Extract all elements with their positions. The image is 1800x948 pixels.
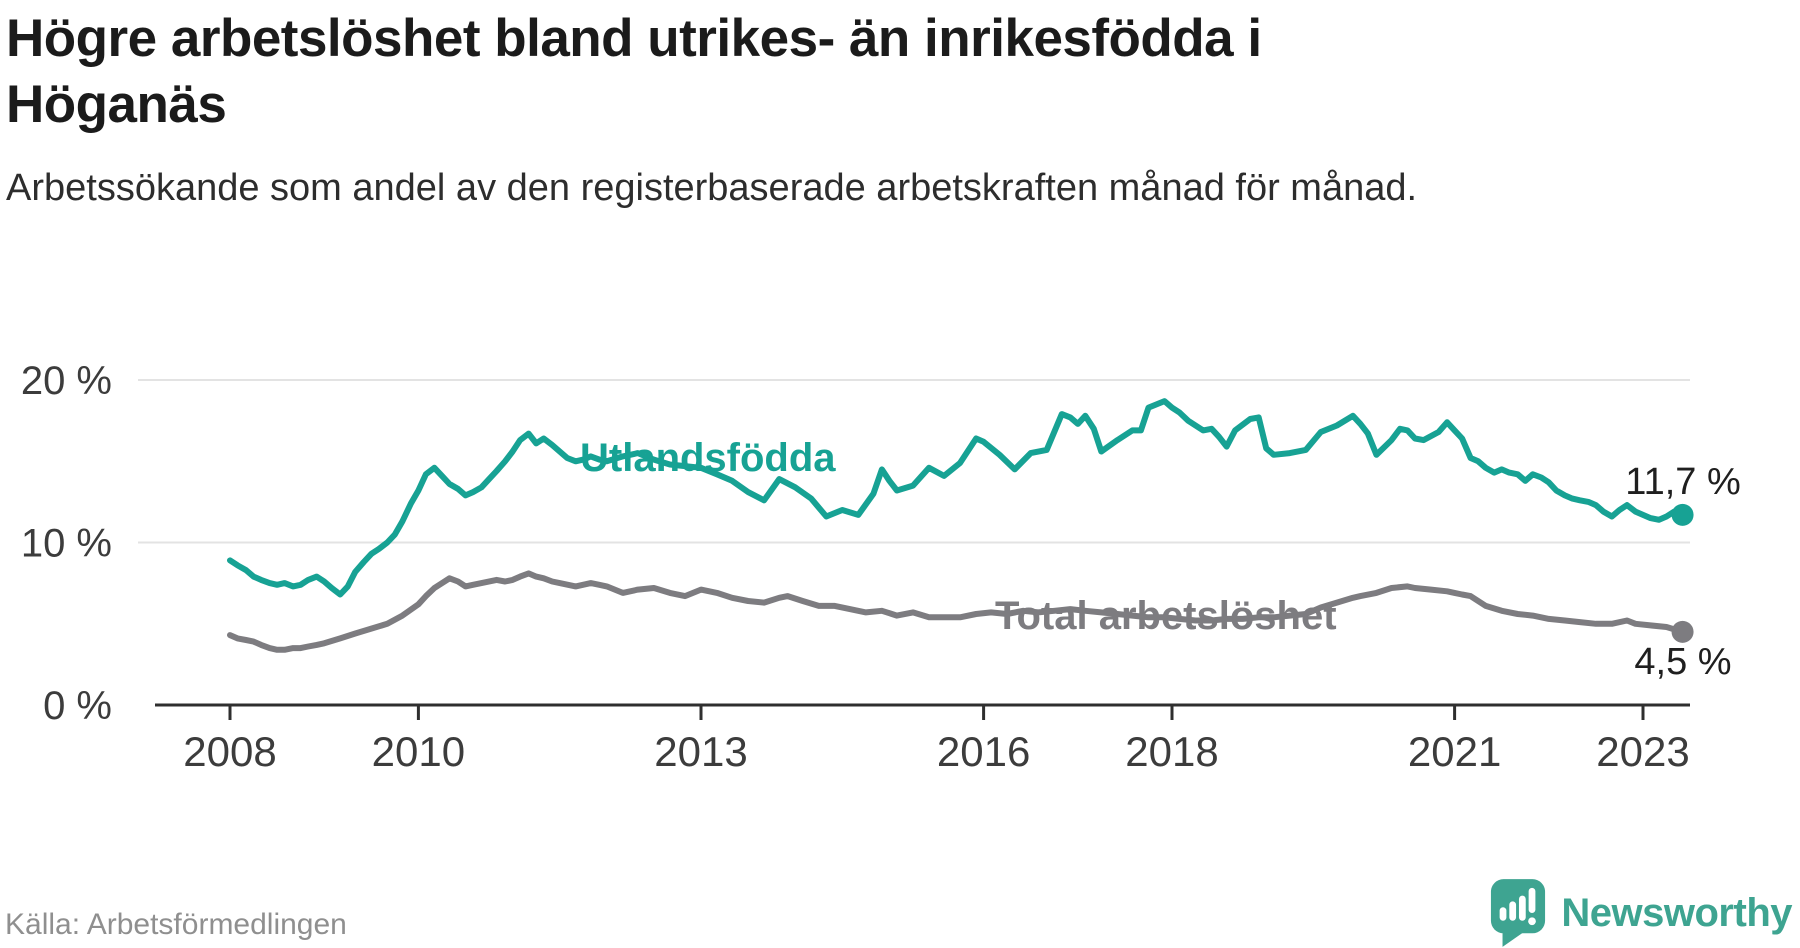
y-axis-label: 10 % <box>21 522 112 566</box>
series-label-utlandsfodda: Utlandsfödda <box>580 436 836 480</box>
x-axis-tick-label: 2010 <box>372 728 465 775</box>
x-axis-tick-label: 2016 <box>937 728 1030 775</box>
newsworthy-logo: Newsworthy <box>1489 878 1792 948</box>
end-value-label-utlandsfodda: 11,7 % <box>1625 461 1740 503</box>
y-axis-label: 20 % <box>21 359 112 403</box>
y-axis-label: 0 % <box>43 684 112 728</box>
series-end-dot-0 <box>1671 503 1694 526</box>
axes-and-gridlines: 0 % 10 % 20 % 2008 2010 2013 2016 2018 2021 2023 <box>21 359 1690 775</box>
page-subtitle: Arbetssökande som andel av den registerb… <box>6 167 1418 209</box>
x-axis-tick-label: 2018 <box>1125 728 1218 775</box>
x-axis-tick-label: 2013 <box>654 728 747 775</box>
x-axis-tick-label: 2008 <box>183 728 276 775</box>
x-axis-tick-label: 2021 <box>1408 728 1501 775</box>
end-value-label-total: 4,5 % <box>1634 641 1731 683</box>
series-end-dot-1 <box>1671 620 1694 643</box>
series-line-0 <box>227 398 1686 598</box>
series-label-total-arbetsloshet: Total arbetslöshet <box>995 594 1337 638</box>
brand-name: Newsworthy <box>1561 890 1792 935</box>
series-line-1 <box>227 570 1686 653</box>
source-note: Källa: Arbetsförmedlingen <box>5 908 347 941</box>
series-lines <box>227 398 1694 653</box>
x-axis-tick-label: 2023 <box>1596 728 1689 775</box>
newsworthy-speech-bubble-chart-icon <box>1491 879 1546 947</box>
page-title: Högre arbetslöshet bland utrikes- än inr… <box>6 9 1262 134</box>
